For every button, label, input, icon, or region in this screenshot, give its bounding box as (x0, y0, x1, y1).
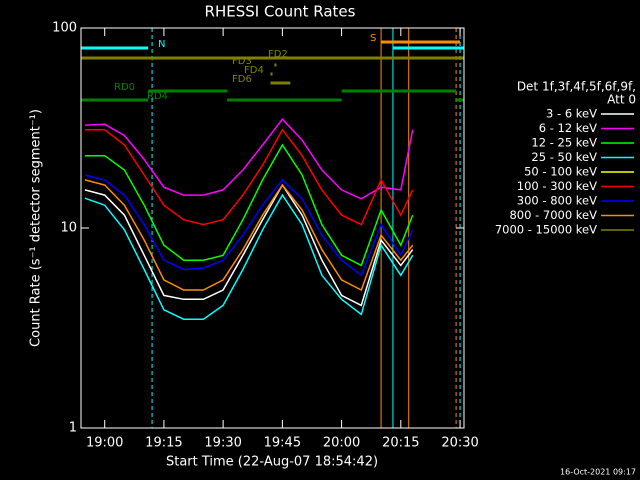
x-tick-label: 19:30 (204, 436, 241, 451)
flag-label: N (158, 39, 165, 50)
flag-label: FD2 (268, 49, 288, 60)
flag-label: FD6 (232, 74, 252, 85)
legend-label: 50 - 100 keV (524, 165, 597, 179)
legend-title: Att 0 (607, 93, 636, 107)
x-tick-label: 20:15 (382, 436, 419, 451)
flag-label: FD4 (244, 65, 264, 76)
x-tick-label: 19:45 (264, 436, 301, 451)
legend-label: 25 - 50 keV (531, 150, 597, 164)
x-axis-label: Start Time (22-Aug-07 18:54:42) (166, 455, 378, 470)
legend-label: 7000 - 15000 keV (495, 223, 597, 237)
legend-label: 6 - 12 keV (539, 121, 597, 135)
x-tick-label: 20:30 (441, 436, 478, 451)
series-line (84, 179, 414, 292)
chart-title: RHESSI Count Rates (205, 3, 356, 21)
x-tick-label: 19:00 (86, 436, 123, 451)
x-tick-label: 19:15 (145, 436, 182, 451)
series-line (84, 174, 414, 277)
flag-label: S (370, 33, 376, 44)
series-line (84, 183, 414, 307)
series-line (84, 118, 414, 200)
flag-label: FD3 (232, 56, 252, 67)
flag-label: RD0 (114, 82, 135, 93)
legend-label: 100 - 300 keV (517, 179, 597, 193)
y-tick-label: 1 (69, 421, 77, 436)
x-tick-label: 20:00 (323, 436, 360, 451)
legend-label: 300 - 800 keV (517, 194, 597, 208)
legend-title: Det 1f,3f,4f,5f,6f,9f, (517, 80, 636, 94)
legend-label: 3 - 6 keV (546, 107, 597, 121)
series-line (84, 193, 414, 320)
legend-label: 800 - 7000 keV (509, 208, 597, 222)
legend-label: 12 - 25 keV (531, 136, 597, 150)
y-axis-label: Count Rate (s⁻¹ detector segment⁻¹) (29, 109, 44, 347)
y-tick-label: 100 (52, 21, 77, 36)
series-line (84, 128, 414, 226)
flag-label: RD4 (147, 91, 168, 102)
footer: 16-Oct-2021 09:17 (560, 468, 636, 477)
y-tick-label: 10 (60, 221, 77, 236)
series-line (84, 143, 414, 267)
